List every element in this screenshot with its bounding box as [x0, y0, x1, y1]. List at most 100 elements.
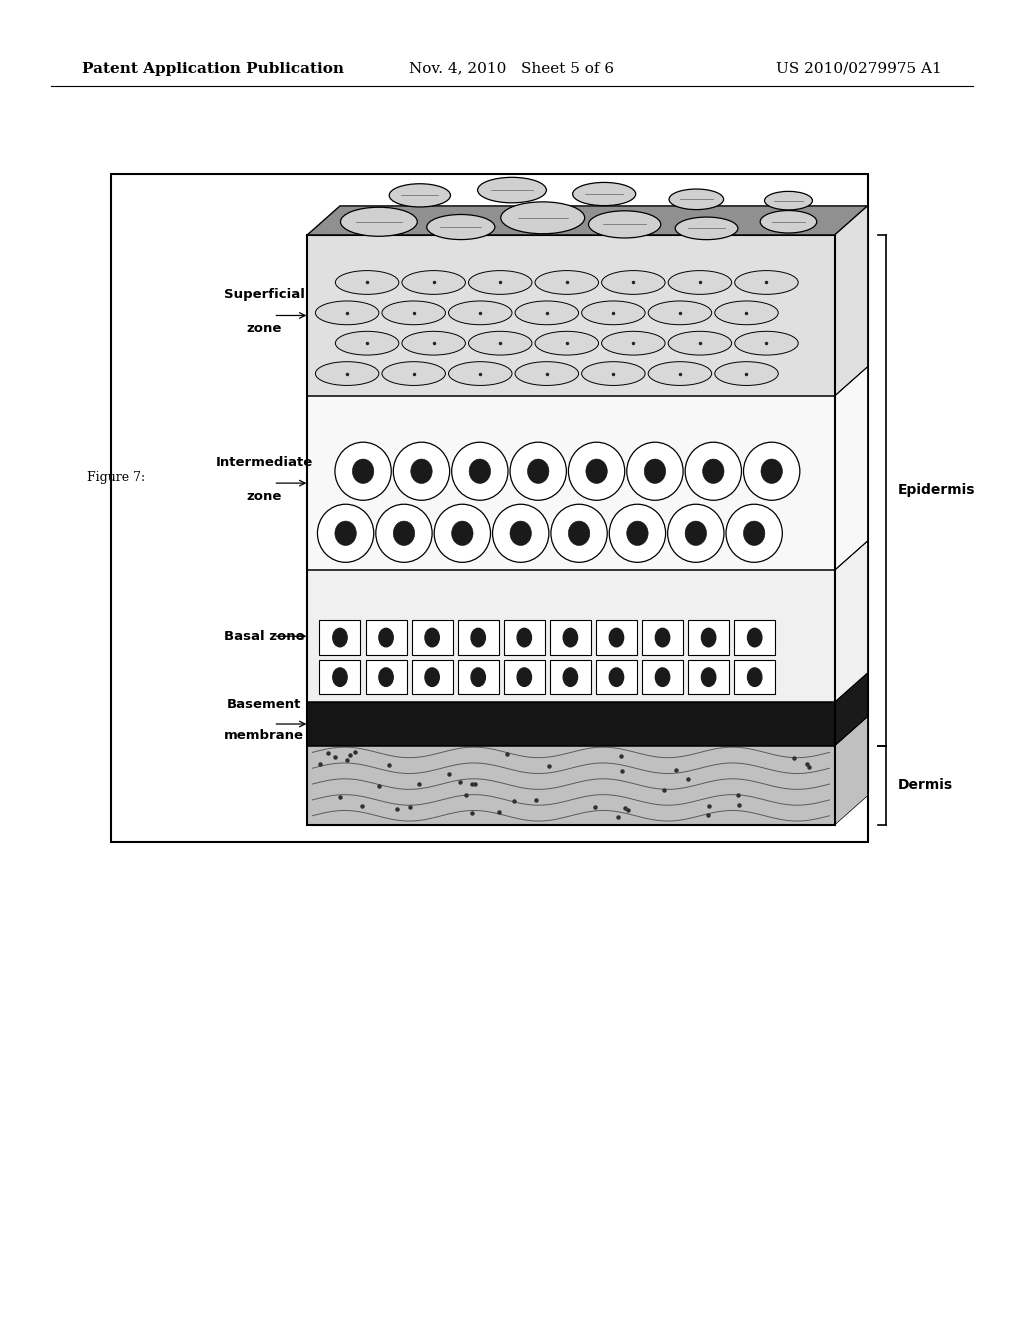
Ellipse shape — [469, 331, 532, 355]
Ellipse shape — [668, 331, 731, 355]
Ellipse shape — [726, 504, 782, 562]
Circle shape — [333, 668, 347, 686]
Bar — [688, 660, 729, 694]
Text: Intermediate: Intermediate — [216, 455, 312, 469]
Polygon shape — [835, 367, 867, 570]
Ellipse shape — [685, 442, 741, 500]
Ellipse shape — [765, 191, 812, 210]
Ellipse shape — [715, 301, 778, 325]
Bar — [307, 396, 835, 570]
Circle shape — [609, 628, 624, 647]
Bar — [596, 620, 637, 655]
Bar — [366, 620, 407, 655]
Bar — [642, 660, 683, 694]
Ellipse shape — [382, 362, 445, 385]
Ellipse shape — [572, 182, 636, 206]
Ellipse shape — [685, 521, 707, 545]
Ellipse shape — [734, 271, 799, 294]
Circle shape — [425, 668, 439, 686]
Ellipse shape — [675, 216, 738, 240]
Text: Patent Application Publication: Patent Application Publication — [82, 62, 344, 75]
Ellipse shape — [515, 301, 579, 325]
Circle shape — [748, 628, 762, 647]
Text: US 2010/0279975 A1: US 2010/0279975 A1 — [776, 62, 942, 75]
Text: Dermis: Dermis — [898, 779, 953, 792]
Circle shape — [517, 668, 531, 686]
Ellipse shape — [702, 459, 724, 483]
Ellipse shape — [644, 459, 666, 483]
Bar — [366, 660, 407, 694]
Ellipse shape — [469, 271, 532, 294]
Ellipse shape — [535, 331, 598, 355]
Bar — [307, 235, 835, 825]
Ellipse shape — [335, 521, 356, 545]
Circle shape — [655, 668, 670, 686]
Bar — [734, 620, 775, 655]
Bar — [734, 660, 775, 694]
Ellipse shape — [449, 362, 512, 385]
Bar — [412, 620, 453, 655]
Ellipse shape — [515, 362, 579, 385]
Ellipse shape — [315, 362, 379, 385]
Ellipse shape — [389, 183, 451, 207]
Circle shape — [748, 668, 762, 686]
Ellipse shape — [527, 459, 549, 483]
Ellipse shape — [510, 521, 531, 545]
Ellipse shape — [648, 362, 712, 385]
Text: Nov. 4, 2010   Sheet 5 of 6: Nov. 4, 2010 Sheet 5 of 6 — [410, 62, 614, 75]
Ellipse shape — [568, 442, 625, 500]
Ellipse shape — [477, 177, 547, 203]
Ellipse shape — [449, 301, 512, 325]
Ellipse shape — [609, 504, 666, 562]
Bar — [412, 660, 453, 694]
Circle shape — [425, 628, 439, 647]
Circle shape — [471, 668, 485, 686]
Circle shape — [701, 628, 716, 647]
Polygon shape — [307, 206, 867, 235]
Ellipse shape — [382, 301, 445, 325]
Bar — [307, 702, 835, 746]
Polygon shape — [835, 673, 867, 746]
Ellipse shape — [452, 521, 473, 545]
Bar — [504, 620, 545, 655]
Ellipse shape — [352, 459, 374, 483]
Text: Basement: Basement — [227, 698, 301, 710]
Circle shape — [333, 628, 347, 647]
Ellipse shape — [335, 442, 391, 500]
Circle shape — [609, 668, 624, 686]
Circle shape — [563, 668, 578, 686]
Ellipse shape — [668, 271, 731, 294]
Ellipse shape — [734, 331, 799, 355]
Bar — [458, 620, 499, 655]
Ellipse shape — [411, 459, 432, 483]
Circle shape — [563, 628, 578, 647]
Text: zone: zone — [247, 490, 282, 503]
Ellipse shape — [586, 459, 607, 483]
Circle shape — [471, 628, 485, 647]
Circle shape — [379, 668, 393, 686]
Bar — [111, 174, 868, 842]
Polygon shape — [835, 541, 867, 702]
Bar — [307, 746, 835, 825]
Ellipse shape — [340, 207, 418, 236]
Text: zone: zone — [247, 322, 282, 335]
Ellipse shape — [582, 301, 645, 325]
Ellipse shape — [589, 211, 660, 238]
Bar — [642, 620, 683, 655]
Ellipse shape — [761, 459, 782, 483]
Bar — [688, 620, 729, 655]
Ellipse shape — [535, 271, 598, 294]
Ellipse shape — [336, 271, 399, 294]
Text: Figure 7:: Figure 7: — [87, 471, 145, 484]
Ellipse shape — [627, 521, 648, 545]
Bar — [596, 660, 637, 694]
Bar — [504, 660, 545, 694]
Ellipse shape — [336, 331, 399, 355]
Ellipse shape — [434, 504, 490, 562]
Ellipse shape — [469, 459, 490, 483]
Circle shape — [517, 628, 531, 647]
Bar — [307, 235, 835, 396]
Bar — [307, 702, 835, 746]
Ellipse shape — [648, 301, 712, 325]
Ellipse shape — [602, 331, 666, 355]
